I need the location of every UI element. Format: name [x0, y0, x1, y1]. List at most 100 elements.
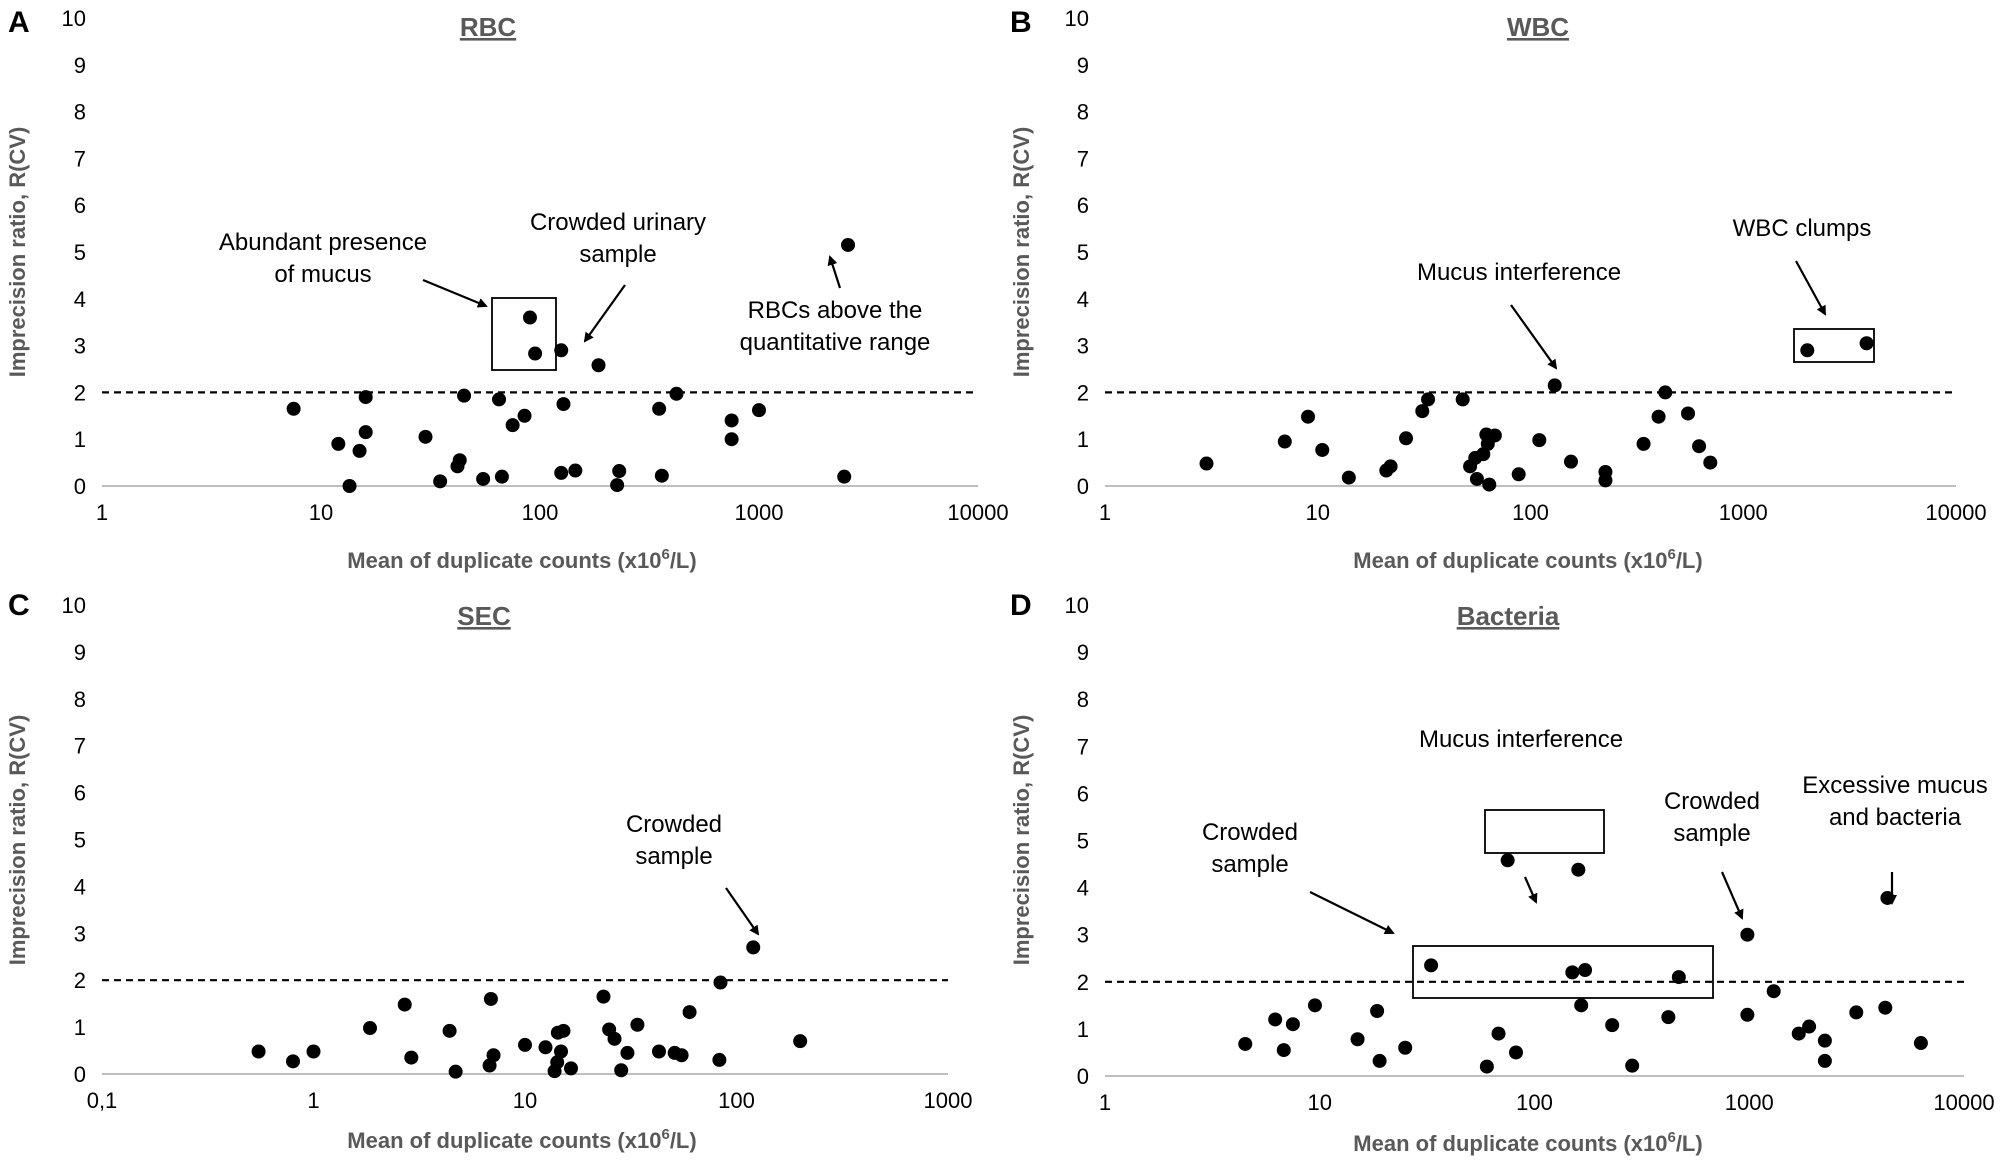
y-tick-label: 8 — [1077, 100, 1089, 125]
data-point — [1791, 1026, 1806, 1041]
x-tick-label: 1000 — [924, 1088, 973, 1113]
panel-c: C SEC 0 1 2 3 4 5 6 7 8 9 10 0,1 1 10 100 1000 Imprecision… — [5, 589, 972, 1153]
data-point — [1625, 1058, 1640, 1073]
data-point — [1268, 1012, 1283, 1027]
x-axis-title-superscript: 6 — [661, 1126, 669, 1143]
annotation-text: Excessive mucus — [1802, 772, 1987, 799]
x-tick-label: 100 — [522, 500, 559, 525]
y-tick-label: 7 — [74, 146, 86, 171]
y-tick-label: 4 — [74, 287, 86, 312]
data-point — [448, 1064, 463, 1079]
y-tick-label: 9 — [74, 640, 86, 665]
data-point — [1766, 984, 1781, 999]
data-point — [554, 343, 569, 358]
data-point — [286, 1054, 301, 1069]
x-tick-label: 1000 — [1725, 1090, 1774, 1115]
annotation-text: sample — [635, 843, 712, 870]
data-point — [1415, 404, 1430, 419]
data-point — [1849, 1005, 1864, 1020]
data-point — [492, 392, 507, 407]
data-point — [522, 310, 537, 325]
data-point — [306, 1044, 321, 1059]
data-point — [1880, 890, 1895, 905]
data-point — [752, 403, 766, 418]
x-axis-title-unit: /L) — [670, 1128, 697, 1153]
chart-title: RBC — [460, 12, 517, 42]
data-point — [457, 388, 472, 403]
x-axis-title-main: Mean of duplicate counts (x10 — [347, 1128, 661, 1153]
data-point — [1800, 343, 1815, 358]
data-point — [1532, 433, 1547, 448]
data-point — [358, 425, 373, 440]
y-tick-label: 6 — [74, 193, 86, 218]
y-tick-label: 0 — [74, 474, 86, 499]
data-point — [1740, 1007, 1755, 1022]
y-tick-label: 3 — [74, 334, 86, 359]
y-tick-label: 10 — [62, 6, 86, 31]
data-point — [1482, 477, 1497, 492]
data-point — [1802, 1019, 1817, 1034]
x-axis-title-superscript: 6 — [1667, 1129, 1675, 1146]
x-tick-label: 10 — [1308, 1090, 1332, 1115]
x-tick-label: 0,1 — [87, 1088, 118, 1113]
data-point — [1740, 927, 1755, 942]
data-point — [620, 1045, 635, 1060]
data-point — [1199, 456, 1214, 471]
y-tick-label: 10 — [1065, 6, 1089, 31]
x-tick-label: 1 — [1099, 500, 1111, 525]
data-point — [1276, 1043, 1291, 1058]
panel-letter: C — [8, 589, 30, 622]
data-point — [1658, 385, 1673, 400]
data-point — [1651, 409, 1666, 424]
data-point — [1301, 409, 1316, 424]
data-point — [358, 390, 373, 405]
y-tick-label: 0 — [1077, 1064, 1089, 1089]
data-point — [1315, 442, 1330, 457]
data-point — [596, 989, 611, 1004]
chart-title: SEC — [457, 601, 511, 631]
y-tick-label: 3 — [1077, 334, 1089, 359]
y-axis-title: Imprecision ratio, R(CV) — [1009, 715, 1034, 966]
y-tick-label: 5 — [1077, 829, 1089, 854]
data-point — [476, 471, 491, 486]
x-tick-label: 1 — [1099, 1090, 1111, 1115]
y-tick-label: 6 — [74, 781, 86, 806]
x-axis-title: Mean of duplicate counts (x106/L) — [347, 546, 696, 573]
data-point — [1469, 471, 1484, 486]
data-point — [1878, 1000, 1893, 1015]
y-tick-label: 7 — [74, 734, 86, 759]
x-tick-label: 10000 — [1933, 1090, 1994, 1115]
annotation-arrow — [725, 887, 760, 936]
annotation-box — [1412, 945, 1714, 999]
data-point — [674, 1048, 689, 1063]
panel-letter: D — [1010, 589, 1032, 622]
data-point — [554, 1044, 569, 1059]
data-point — [1817, 1053, 1832, 1068]
data-point — [591, 358, 606, 373]
annotation-arrow — [583, 284, 626, 343]
y-tick-label: 6 — [1077, 193, 1089, 218]
x-axis-title-main: Mean of duplicate counts (x10 — [1353, 548, 1667, 573]
annotation-text: Mucus interference — [1419, 726, 1623, 753]
data-point — [654, 468, 669, 483]
data-point — [614, 1063, 629, 1078]
panel-letter: B — [1010, 6, 1032, 39]
annotation-text: sample — [579, 241, 656, 268]
annotation-arrow — [422, 278, 488, 308]
y-tick-label: 8 — [1077, 687, 1089, 712]
x-tick-label: 1000 — [1719, 500, 1768, 525]
y-tick-label: 1 — [74, 427, 86, 452]
data-point — [1563, 454, 1578, 469]
y-tick-label: 2 — [74, 968, 86, 993]
y-axis-title: Imprecision ratio, R(CV) — [1009, 127, 1034, 378]
data-point — [1307, 998, 1322, 1013]
data-point — [1605, 1018, 1620, 1033]
data-point — [1508, 1045, 1523, 1060]
annotation-text: quantitative range — [740, 329, 931, 356]
y-tick-label: 4 — [1077, 876, 1089, 901]
data-point — [1671, 970, 1686, 985]
y-tick-label: 1 — [1077, 427, 1089, 452]
data-point — [404, 1050, 419, 1065]
y-tick-label: 10 — [62, 593, 86, 618]
